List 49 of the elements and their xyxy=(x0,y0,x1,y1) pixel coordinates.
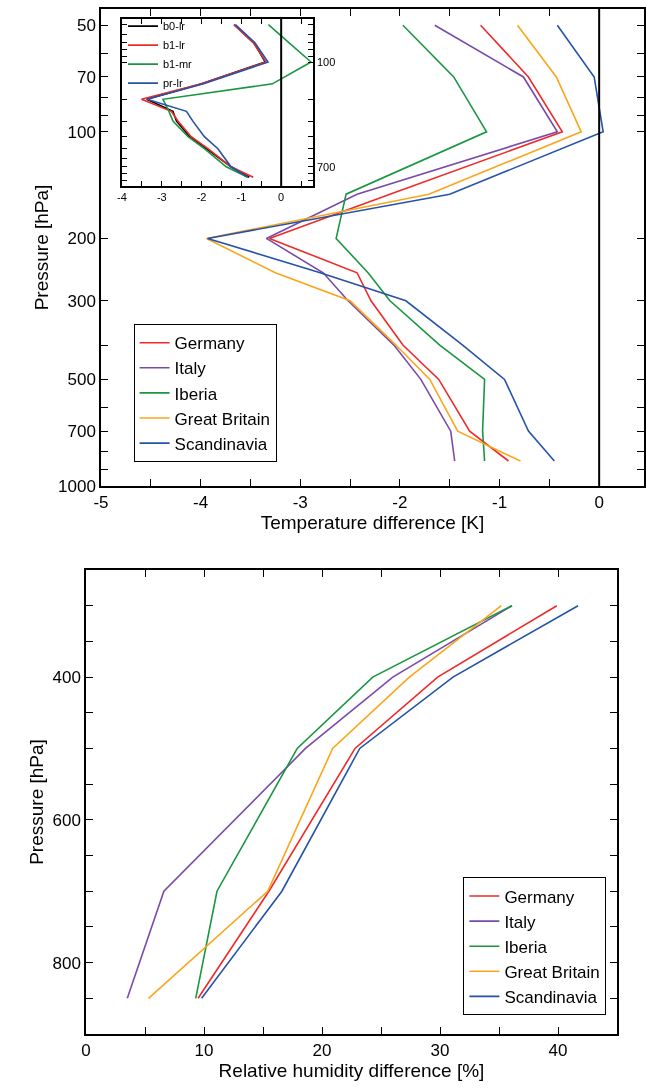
x-tick-label: -2 xyxy=(196,190,207,203)
x-tick-label: 0 xyxy=(278,190,285,203)
x-tick-label: -2 xyxy=(392,493,408,513)
line-series xyxy=(335,24,488,462)
x-tick-label: 30 xyxy=(430,1041,450,1061)
y-axis-title: Pressure [hPa] xyxy=(25,739,47,865)
y-axis-title: Pressure [hPa] xyxy=(31,184,53,311)
legend-label: pr-lr xyxy=(163,77,183,90)
legend-label: Iberia xyxy=(174,384,218,404)
x-tick-label: 10 xyxy=(194,1041,214,1061)
legend-label: Italy xyxy=(174,359,207,379)
y-tick-label: 50 xyxy=(76,16,96,36)
x-tick-label: -3 xyxy=(292,493,308,513)
x-tick-label: 0 xyxy=(594,493,604,513)
y-tick-label: 700 xyxy=(316,160,336,173)
line-series xyxy=(162,23,312,179)
legend-label: Germany xyxy=(174,334,245,354)
x-tick-label: 0 xyxy=(81,1041,91,1061)
y-tick-label: 800 xyxy=(52,953,81,973)
y-tick-label: 300 xyxy=(67,291,96,311)
y-tick-label: 700 xyxy=(67,422,96,442)
legend-label: Germany xyxy=(504,887,575,907)
y-tick-label: 100 xyxy=(316,55,336,68)
x-tick-label: -5 xyxy=(93,493,109,513)
x-tick-label: -1 xyxy=(491,493,508,513)
x-tick-label: -4 xyxy=(117,190,127,203)
x-tick-label: 40 xyxy=(548,1041,568,1061)
x-tick-label: -3 xyxy=(156,190,167,203)
y-tick-label: 200 xyxy=(67,229,96,249)
y-tick-label: 70 xyxy=(76,67,96,87)
y-tick-label: 100 xyxy=(67,122,96,142)
x-axis-title: Relative humidity difference [%] xyxy=(218,1060,485,1082)
legend-label: Scandinavia xyxy=(174,434,268,454)
x-tick-label: -1 xyxy=(236,190,247,203)
y-tick-label: 600 xyxy=(52,810,81,830)
x-tick-label: -4 xyxy=(193,493,209,513)
legend-label: Iberia xyxy=(504,937,548,957)
y-tick-label: 400 xyxy=(52,668,81,688)
legend-label: b1-lr xyxy=(163,39,186,52)
legend-label: Scandinavia xyxy=(504,988,598,1008)
legend-label: Great Britain xyxy=(504,962,600,982)
y-tick-label: 1000 xyxy=(58,476,96,496)
legend-label: b0-lr xyxy=(163,20,186,33)
y-tick-label: 500 xyxy=(67,370,96,390)
x-tick-label: 20 xyxy=(312,1041,332,1061)
legend-label: b1-mr xyxy=(163,58,193,71)
legend-label: Italy xyxy=(504,912,537,932)
legend-label: Great Britain xyxy=(174,409,271,429)
x-axis-title: Temperature difference [K] xyxy=(260,512,485,534)
